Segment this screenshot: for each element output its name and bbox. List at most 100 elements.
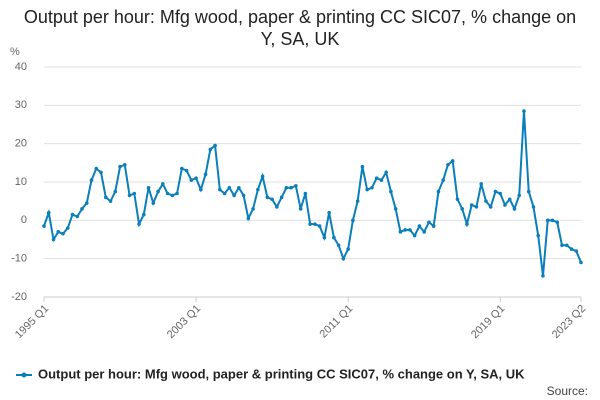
point [70, 212, 75, 217]
point [579, 260, 583, 265]
point [541, 274, 545, 278]
point [360, 164, 365, 169]
point [379, 178, 384, 182]
point [341, 256, 346, 261]
y-tick-label: 20 [15, 138, 27, 150]
point [298, 207, 303, 211]
x-tick-label: 2003 Q1 [165, 303, 203, 341]
point [393, 207, 398, 211]
point [113, 189, 118, 194]
point [351, 218, 355, 223]
y-tick-label: -10 [11, 253, 27, 265]
point [189, 178, 194, 182]
point [545, 218, 550, 223]
point [408, 228, 412, 232]
point [469, 203, 474, 207]
point [336, 243, 341, 248]
point [213, 143, 217, 148]
legend-label: Output per hour: Mfg wood, paper & print… [38, 366, 525, 381]
point [412, 233, 417, 238]
point [175, 191, 179, 196]
point [550, 218, 555, 223]
point [313, 222, 317, 226]
point [465, 222, 469, 226]
point [484, 199, 488, 203]
point [275, 205, 279, 209]
point [279, 195, 284, 200]
point [332, 235, 336, 240]
source: Source: [547, 384, 588, 398]
point [270, 197, 274, 202]
point [441, 178, 445, 182]
point [493, 189, 498, 194]
point [374, 176, 379, 180]
point [417, 224, 422, 228]
point [436, 189, 441, 194]
point [251, 207, 255, 211]
point [526, 189, 531, 194]
point [256, 187, 260, 192]
point [260, 174, 265, 179]
point [108, 199, 113, 203]
point [232, 193, 236, 198]
point [42, 224, 46, 228]
point [170, 193, 175, 198]
point [389, 189, 393, 194]
point [574, 249, 579, 253]
x-tick-label: 1995 Q1 [13, 303, 51, 341]
point [151, 201, 156, 205]
point [403, 228, 407, 232]
point [455, 197, 460, 202]
point [199, 187, 203, 192]
point [241, 193, 246, 198]
point [384, 170, 388, 175]
point [208, 147, 213, 152]
point [127, 193, 132, 198]
point [365, 187, 369, 192]
y-tick-label: 0 [21, 214, 27, 226]
point [103, 195, 108, 200]
chart-title: Output per hour: Mfg wood, paper & print… [23, 7, 577, 49]
point [161, 182, 165, 186]
x-tick-label: 2011 Q1 [318, 303, 356, 341]
point [265, 195, 270, 200]
point [165, 191, 170, 196]
point [517, 193, 522, 198]
point [308, 222, 312, 226]
point [132, 191, 137, 196]
point [118, 164, 122, 169]
point [180, 166, 184, 171]
point [203, 172, 208, 177]
point [446, 162, 450, 167]
y-tick-label: 40 [15, 61, 27, 73]
point [122, 162, 127, 167]
point [141, 212, 146, 217]
point [522, 109, 526, 113]
point [370, 185, 374, 190]
point [398, 230, 403, 234]
point [346, 247, 350, 251]
point [294, 184, 298, 188]
point [56, 230, 61, 234]
point [246, 216, 251, 221]
point [503, 203, 507, 207]
point [303, 191, 308, 196]
point [80, 207, 84, 211]
point [184, 168, 189, 173]
point [61, 231, 65, 236]
point [46, 210, 51, 215]
point [137, 222, 141, 226]
point [450, 159, 455, 163]
point [99, 170, 103, 175]
point [156, 189, 160, 194]
point [194, 176, 198, 180]
point [427, 220, 431, 225]
point [474, 205, 479, 209]
point [284, 185, 289, 190]
y-tick-label: -20 [11, 291, 27, 303]
point [65, 226, 70, 230]
point [555, 220, 560, 225]
point [569, 247, 574, 251]
legend-marker [21, 372, 27, 378]
